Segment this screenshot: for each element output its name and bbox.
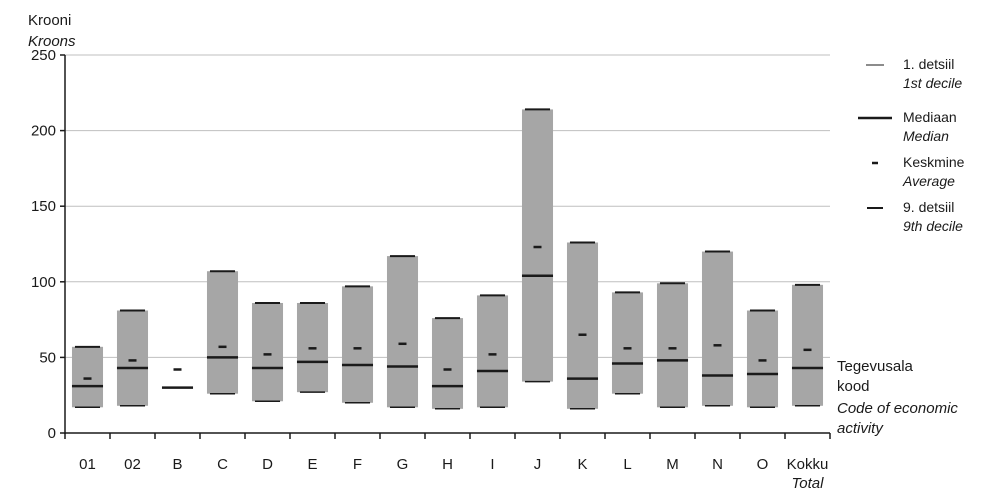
category-h (431, 317, 464, 410)
category-j (521, 108, 554, 383)
category-o (746, 309, 779, 409)
x-tick-label-e: E (307, 456, 317, 473)
x-tick-label-m: M (666, 456, 679, 473)
x-tick-label-kokku: Kokku (787, 456, 829, 473)
x-tick-label-k: K (577, 456, 587, 473)
category-j-box (521, 109, 554, 382)
legend-label-2: Keskmine (903, 154, 965, 170)
legend-label-1: Mediaan (903, 109, 957, 125)
category-c (206, 270, 239, 395)
x-tick-label-n: N (712, 456, 723, 473)
y-tick-label-100: 100 (31, 274, 56, 291)
x-axis-title-line-1: Tegevusala (837, 358, 914, 375)
x-axis-title-en-line-1: Code of economic (837, 400, 958, 417)
x-tick-label-c: C (217, 456, 228, 473)
y-axis-ticks: 0 50 100 150 200 250 (31, 47, 66, 442)
x-tick-label-b: B (172, 456, 182, 473)
x-axis: 01 02 B C D E F G H I J K L M N O Kokku Total (64, 432, 831, 492)
x-tick-label-g: G (397, 456, 409, 473)
category-d-box (251, 302, 284, 402)
y-tick-label-150: 150 (31, 198, 56, 215)
x-tick-label-f: F (353, 456, 362, 473)
legend-label-en-1: Median (903, 128, 949, 144)
x-tick-label-i: I (490, 456, 494, 473)
category-k (566, 241, 599, 410)
category-kokku (791, 283, 824, 407)
y-axis-title: Krooni (28, 12, 71, 29)
category-f-box (341, 286, 374, 403)
legend: 1. detsiil 1st decile Mediaan Median Keskmin… (858, 56, 965, 234)
category-g (386, 255, 419, 409)
category-01 (71, 345, 104, 409)
category-02 (116, 309, 149, 407)
category-m-box (656, 283, 689, 408)
x-tick-label-d: D (262, 456, 273, 473)
x-tick-label-o: O (757, 456, 769, 473)
x-axis-title-line-2: kood (837, 378, 870, 395)
category-kokku-box (791, 284, 824, 406)
x-tick-label-01: 01 (79, 456, 96, 473)
category-k-box (566, 242, 599, 409)
category-n-box (701, 251, 734, 406)
legend-label-3: 9. detsiil (903, 199, 954, 215)
category-i-box (476, 295, 509, 408)
legend-label-en-0: 1st decile (903, 75, 962, 91)
y-tick-label-200: 200 (31, 123, 56, 140)
category-e (296, 301, 329, 393)
category-m (656, 282, 689, 409)
category-01-box (71, 346, 104, 408)
category-h-box (431, 318, 464, 409)
x-tick-label-h: H (442, 456, 453, 473)
category-g-box (386, 256, 419, 408)
category-b (161, 368, 194, 389)
x-axis-title-en-line-2: activity (837, 420, 884, 437)
category-c-box (206, 271, 239, 394)
legend-label-en-2: Average (902, 173, 955, 189)
y-tick-label-250: 250 (31, 47, 56, 64)
y-tick-label-50: 50 (39, 349, 56, 366)
y-tick-label-0: 0 (48, 425, 56, 442)
y-axis-title-en: Kroons (28, 33, 76, 50)
x-tick-label-kokku-en: Total (792, 475, 825, 492)
category-l (611, 291, 644, 395)
x-tick-label-02: 02 (124, 456, 141, 473)
box-series (71, 108, 824, 410)
category-f (341, 285, 374, 404)
legend-label-0: 1. detsiil (903, 56, 954, 72)
category-l-box (611, 292, 644, 394)
category-i (476, 294, 509, 409)
category-02-box (116, 310, 149, 406)
category-o-box (746, 310, 779, 408)
x-tick-label-l: L (623, 456, 631, 473)
category-n (701, 250, 734, 407)
legend-label-en-3: 9th decile (903, 218, 963, 234)
x-tick-label-j: J (534, 456, 542, 473)
category-d (251, 301, 284, 402)
